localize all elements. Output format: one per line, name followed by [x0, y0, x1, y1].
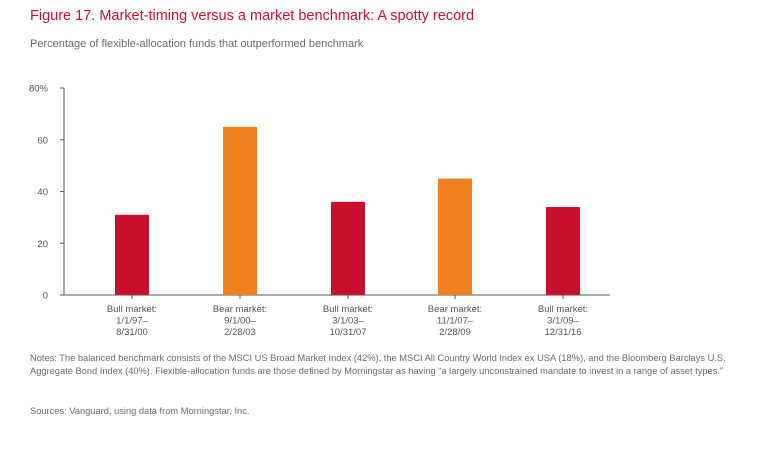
- x-tick-label: Bear market:: [213, 304, 267, 315]
- y-tick-label: 0: [43, 291, 48, 302]
- x-tick-label: 10/31/07: [330, 327, 367, 338]
- x-tick-label: Bull market:: [538, 304, 588, 315]
- chart-title: Figure 17. Market-timing versus a market…: [30, 8, 475, 24]
- chart-notes: Notes: The balanced benchmark consists o…: [30, 353, 726, 376]
- bar-bull: [115, 214, 149, 295]
- x-tick-label: Bull market:: [107, 304, 157, 315]
- bar-bull: [546, 207, 580, 295]
- x-tick-label: Bull market:: [323, 304, 373, 315]
- x-tick-label: 2/28/03: [224, 327, 256, 338]
- bar-bear: [223, 126, 257, 295]
- x-tick-label: 11/1/07–: [437, 316, 474, 327]
- x-tick-label: 3/1/03–: [332, 316, 364, 327]
- chart-sources: Sources: Vanguard, using data from Morni…: [30, 406, 250, 416]
- x-tick-label: 1/1/97–: [116, 316, 148, 327]
- y-tick-label: 80%: [29, 84, 49, 95]
- y-tick-label: 40: [37, 187, 48, 198]
- bar-bear: [438, 178, 472, 295]
- y-tick-label: 60: [37, 135, 48, 146]
- x-tick-label: 3/1/09–: [547, 316, 579, 327]
- x-tick-label: 2/28/09: [439, 327, 471, 338]
- bar-bull: [331, 201, 365, 295]
- chart-subtitle: Percentage of flexible-allocation funds …: [30, 38, 364, 50]
- x-tick-label: 12/31/16: [545, 327, 582, 338]
- x-tick-label: 9/1/00–: [224, 316, 256, 327]
- x-tick-label: 8/31/00: [116, 327, 148, 338]
- y-tick-label: 20: [37, 239, 48, 250]
- x-tick-label: Bear market:: [428, 304, 482, 315]
